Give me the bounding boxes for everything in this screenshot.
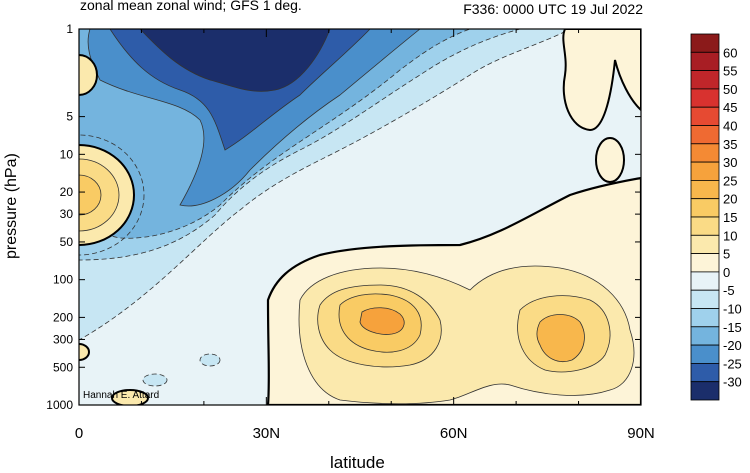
colorbar-label: 10 xyxy=(723,228,737,243)
y-tick-label: 100 xyxy=(53,273,73,287)
colorbar-label: 20 xyxy=(723,192,737,207)
contour-fill-neg30 xyxy=(139,29,331,92)
colorbar-label: 50 xyxy=(723,82,737,97)
author-credit: Hannah E. Attard xyxy=(83,390,160,401)
contour-fill-topleft-pos xyxy=(79,54,98,96)
colorbar-label: 35 xyxy=(723,137,737,152)
colorbar-swatch xyxy=(690,70,720,90)
contour-fill-upper-right-blob xyxy=(595,137,625,183)
colorbar-swatch xyxy=(690,271,720,291)
colorbar-label: 60 xyxy=(723,45,737,60)
y-tick-label: 300 xyxy=(53,332,73,346)
colorbar-label: -20 xyxy=(723,338,742,353)
colorbar-label: 55 xyxy=(723,64,737,79)
y-tick-label: 1 xyxy=(66,22,73,36)
y-tick-label: 20 xyxy=(60,185,74,199)
colorbar-label: 45 xyxy=(723,100,737,115)
x-tick-label: 60N xyxy=(440,425,468,442)
y-tick-label: 1000 xyxy=(46,398,73,412)
y-tick-label: 10 xyxy=(60,147,74,161)
contour-fill-bottom-left xyxy=(79,343,90,361)
chart-subtitle: F336: 0000 UTC 19 Jul 2022 xyxy=(463,1,643,17)
colorbar-swatch xyxy=(690,179,720,200)
colorbar-label: 40 xyxy=(723,119,737,134)
colorbar-swatch xyxy=(690,308,720,328)
x-axis: 0 30N 60N 90N xyxy=(75,29,655,442)
y-tick-label: 50 xyxy=(60,235,74,249)
y-axis: 1 5 10 20 30 50 100 200 300 500 1000 xyxy=(46,22,641,412)
colorbar-swatch xyxy=(690,88,720,108)
colorbar-swatch xyxy=(690,344,720,364)
colorbar-swatch xyxy=(690,125,720,145)
x-tick-label: 30N xyxy=(253,425,281,442)
contour-fill-neg-small2 xyxy=(199,353,221,367)
colorbar-label: -30 xyxy=(723,375,742,390)
colorbar-swatch xyxy=(690,161,720,181)
colorbar: 605550454035302520151050-5-10-15-20-25-3… xyxy=(690,33,742,401)
colorbar-swatch xyxy=(690,51,720,71)
colorbar-label: 0 xyxy=(723,265,730,280)
colorbar-swatch xyxy=(690,326,720,346)
x-tick-label: 0 xyxy=(75,425,83,442)
y-tick-label: 200 xyxy=(53,310,73,324)
contour-fill-pos20 xyxy=(359,307,405,335)
contour-fill-pos15-polar xyxy=(536,314,585,362)
colorbar-swatch xyxy=(690,381,720,401)
plot-frame xyxy=(78,28,642,406)
colorbar-swatch xyxy=(690,143,720,163)
contour-fill-bottom-blob xyxy=(111,389,149,405)
colorbar-swatch xyxy=(690,216,720,236)
colorbar-swatch xyxy=(690,253,720,273)
colorbar-swatch xyxy=(690,362,720,383)
colorbar-label: -5 xyxy=(723,283,735,298)
colorbar-label: -15 xyxy=(723,320,742,335)
contour-fill-eq-15 xyxy=(79,174,102,216)
colorbar-label: -10 xyxy=(723,302,742,317)
colorbar-swatch xyxy=(690,106,720,126)
contour-fill-neg-small xyxy=(142,373,168,387)
colorbar-label: 25 xyxy=(723,173,737,188)
colorbar-swatch xyxy=(690,198,720,218)
chart-title: zonal mean zonal wind; GFS 1 deg. xyxy=(80,0,302,13)
contour-fill-upper-right xyxy=(562,29,641,132)
x-tick-label: 90N xyxy=(627,425,655,442)
colorbar-label: -25 xyxy=(723,356,742,371)
colorbar-swatch xyxy=(690,289,720,309)
y-tick-label: 500 xyxy=(53,360,73,374)
colorbar-label: 5 xyxy=(723,247,730,262)
colorbar-label: 30 xyxy=(723,155,737,170)
colorbar-swatch xyxy=(690,234,720,255)
contour-fill-eq-ring xyxy=(79,134,145,256)
colorbar-label: 15 xyxy=(723,210,737,225)
colorbar-swatch xyxy=(690,33,720,53)
contour-field xyxy=(79,29,641,405)
y-tick-label: 30 xyxy=(60,207,74,221)
y-tick-label: 5 xyxy=(66,110,73,124)
x-axis-label: latitude xyxy=(330,453,385,472)
